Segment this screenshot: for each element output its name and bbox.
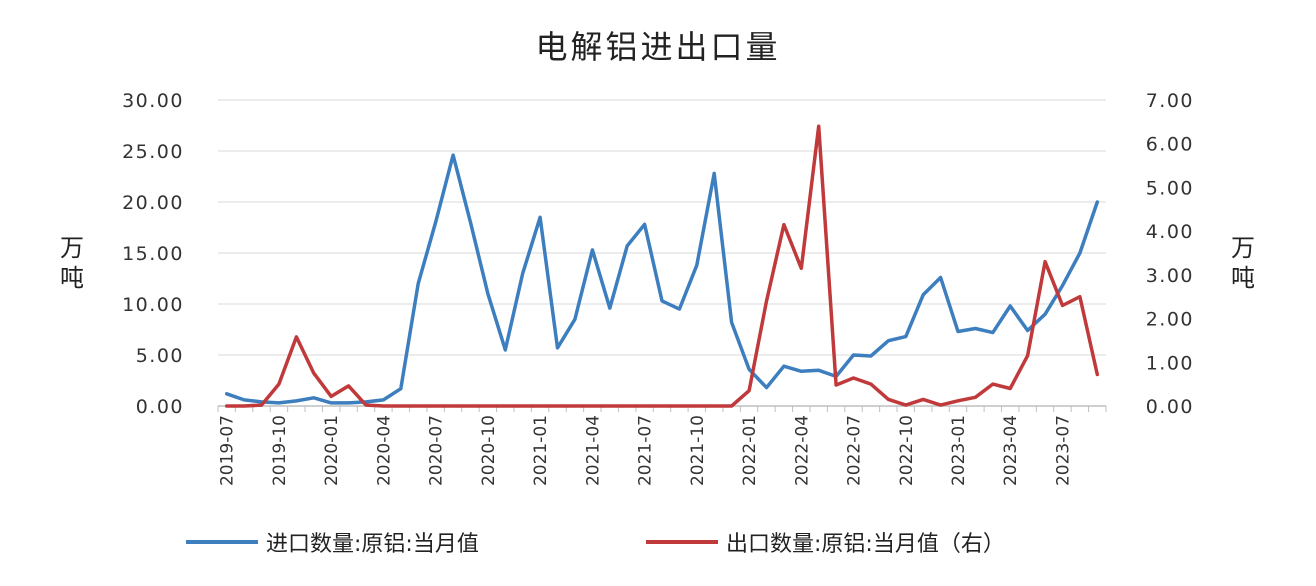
x-tick-label: 2019-10	[270, 415, 290, 486]
x-tick-label: 2023-07	[1053, 415, 1073, 486]
x-tick-label: 2020-10	[479, 415, 499, 486]
export-series-line	[224, 124, 1100, 408]
axis-label-char: 吨	[1231, 264, 1255, 292]
left-tick-label: 30.00	[122, 90, 184, 112]
x-tick-label: 2021-10	[688, 415, 708, 486]
legend-label-export: 出口数量:原铝:当月值（右）	[726, 532, 1005, 557]
x-tick-label: 2022-04	[792, 415, 812, 486]
x-tick-label: 2020-04	[374, 415, 394, 486]
chart-title: 电解铝进出口量	[535, 28, 780, 66]
right-tick-label: 3.00	[1146, 265, 1194, 287]
right-tick-label: 0.00	[1146, 396, 1194, 418]
left-tick-label: 20.00	[122, 192, 184, 214]
legend: 进口数量:原铝:当月值 出口数量:原铝:当月值（右）	[186, 532, 1005, 557]
x-tick-label: 2023-01	[949, 415, 969, 486]
x-tick-label: 2019-07	[218, 415, 238, 486]
x-axis: 2019-07 2019-10 2020-01 2020-04 2020-07 2020-…	[217, 405, 1107, 486]
x-tick-label: 2020-01	[322, 415, 342, 486]
x-tick-label: 2021-01	[531, 415, 551, 486]
x-tick-label: 2020-07	[427, 415, 447, 486]
left-tick-label: 10.00	[122, 294, 184, 316]
axis-label-char: 万	[1231, 234, 1255, 262]
right-tick-label: 7.00	[1146, 90, 1194, 112]
left-tick-label: 0.00	[136, 396, 184, 418]
legend-label-import: 进口数量:原铝:当月值	[266, 532, 479, 557]
right-axis-label: 万吨	[1231, 234, 1255, 292]
left-tick-label: 15.00	[122, 243, 184, 265]
axis-label-char: 万	[60, 234, 84, 262]
left-axis-label: 万吨	[60, 234, 84, 292]
x-tick-label: 2023-04	[1001, 415, 1021, 486]
right-tick-label: 6.00	[1146, 134, 1194, 156]
series-lines	[224, 124, 1100, 408]
right-tick-label: 5.00	[1146, 177, 1194, 199]
gridlines	[218, 99, 1106, 356]
right-axis-ticks: 0.00 1.00 2.00 3.00 4.00 5.00 6.00 7.00	[1146, 90, 1194, 418]
x-tick-label: 2022-10	[897, 415, 917, 486]
right-tick-label: 2.00	[1146, 309, 1194, 331]
import-series-line	[224, 153, 1100, 405]
left-tick-label: 25.00	[122, 141, 184, 163]
right-tick-label: 1.00	[1146, 352, 1194, 374]
left-axis-ticks: 0.00 5.00 10.00 15.00 20.00 25.00 30.00	[122, 90, 184, 418]
right-tick-label: 4.00	[1146, 221, 1194, 243]
x-tick-label: 2022-07	[845, 415, 865, 486]
x-tick-label: 2022-01	[740, 415, 760, 486]
left-tick-label: 5.00	[136, 345, 184, 367]
axis-label-char: 吨	[60, 264, 84, 292]
x-tick-label: 2021-07	[636, 415, 656, 486]
x-tick-label: 2021-04	[583, 415, 603, 486]
